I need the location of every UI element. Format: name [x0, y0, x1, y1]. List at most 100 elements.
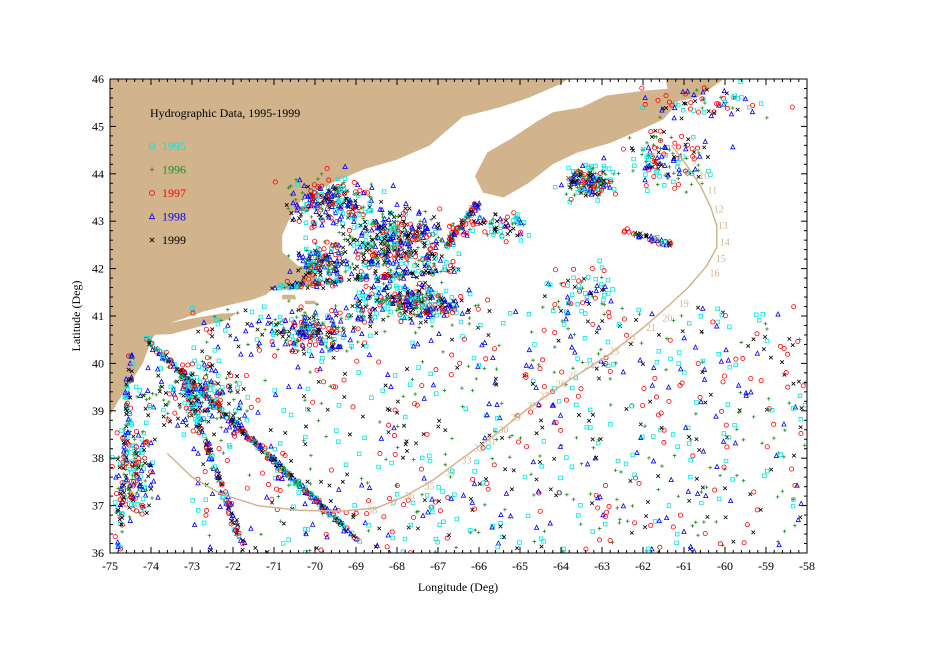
- data-point-1995: [443, 288, 449, 294]
- data-point-1998: [595, 324, 602, 330]
- data-point-1999: [548, 487, 553, 492]
- data-point-1998: [138, 467, 145, 473]
- data-point-1999: [329, 199, 334, 204]
- data-point-1998: [533, 524, 540, 530]
- data-point-1995: [140, 496, 146, 502]
- data-point-1996: [232, 397, 236, 402]
- data-point-1997: [409, 237, 415, 243]
- data-point-1998: [352, 203, 359, 209]
- data-point-1998: [406, 303, 413, 309]
- data-point-1996: [470, 388, 475, 393]
- data-point-1997: [588, 185, 594, 191]
- data-point-1996: [348, 235, 353, 239]
- data-point-1997: [515, 439, 521, 445]
- data-point-1997: [675, 144, 681, 150]
- data-point-1995: [334, 428, 339, 433]
- data-point-1998: [142, 492, 149, 498]
- data-point-1995: [380, 388, 385, 393]
- data-point-1998: [353, 293, 359, 300]
- data-point-1995: [570, 385, 575, 391]
- data-point-1997: [406, 253, 412, 259]
- data-point-1998: [366, 351, 373, 358]
- data-point-1996: [735, 427, 739, 432]
- data-point-1995: [606, 166, 612, 171]
- data-point-1996: [369, 182, 374, 186]
- data-point-1999: [163, 402, 168, 407]
- data-point-1995: [586, 189, 591, 194]
- data-point-1996: [619, 470, 623, 474]
- data-point-1998: [378, 435, 385, 441]
- data-point-1995: [296, 490, 301, 495]
- data-point-1999: [417, 289, 422, 294]
- data-point-1999: [751, 337, 756, 342]
- data-point-1998: [201, 361, 208, 367]
- data-point-1995: [671, 179, 676, 185]
- data-point-1996: [303, 261, 307, 265]
- data-point-1995: [501, 320, 506, 326]
- data-point-1998: [661, 143, 668, 150]
- data-point-1998: [433, 237, 439, 244]
- data-point-1996: [415, 305, 419, 310]
- data-point-1997: [120, 435, 126, 441]
- data-point-1995: [688, 474, 693, 480]
- data-point-1998: [422, 224, 429, 230]
- data-point-1995: [337, 188, 343, 193]
- data-point-1998: [369, 184, 375, 190]
- data-point-1996: [382, 248, 387, 253]
- data-point-1997: [445, 495, 451, 501]
- data-point-1998: [403, 265, 410, 272]
- data-point-1998: [649, 382, 656, 388]
- data-point-1998: [308, 352, 315, 358]
- data-point-1999: [596, 376, 602, 381]
- data-point-1996: [420, 222, 425, 227]
- data-point-1996: [429, 268, 434, 272]
- data-point-1998: [312, 495, 319, 501]
- data-point-1996: [594, 185, 598, 190]
- data-point-1998: [300, 331, 307, 337]
- data-point-1997: [379, 230, 385, 236]
- data-point-1995: [440, 489, 445, 494]
- data-point-1999: [769, 467, 774, 472]
- data-point-1999: [594, 330, 599, 335]
- data-point-1995: [725, 402, 731, 407]
- data-point-1999: [243, 308, 248, 313]
- data-point-1995: [610, 169, 616, 175]
- data-point-1996: [655, 182, 660, 187]
- data-point-1998: [593, 287, 600, 294]
- data-point-1996: [564, 192, 569, 196]
- data-point-1995: [643, 172, 648, 177]
- data-point-1995: [374, 311, 379, 316]
- data-point-1997: [458, 294, 464, 300]
- data-point-1997: [590, 321, 596, 327]
- data-point-1997: [311, 182, 317, 188]
- data-point-1998: [424, 252, 430, 258]
- data-point-1996: [531, 358, 535, 362]
- data-point-1996: [379, 299, 383, 304]
- data-point-1997: [392, 255, 398, 261]
- data-point-1995: [668, 356, 673, 362]
- data-point-1996: [593, 177, 598, 181]
- data-point-1997: [386, 422, 392, 428]
- data-point-1995: [419, 303, 425, 308]
- data-point-1998: [370, 283, 377, 289]
- data-point-1998: [384, 256, 391, 262]
- data-point-1998: [387, 277, 393, 283]
- data-point-1996: [603, 172, 608, 177]
- data-point-1998: [701, 366, 708, 372]
- points-layer: [110, 79, 807, 553]
- data-point-1998: [204, 406, 211, 413]
- data-point-1997: [764, 444, 770, 450]
- data-point-1999: [245, 321, 250, 326]
- data-point-1995: [449, 295, 455, 300]
- data-point-1995: [133, 384, 139, 390]
- data-point-1997: [377, 451, 383, 457]
- data-point-1997: [379, 252, 385, 258]
- x-tick-label: -73: [184, 559, 200, 573]
- data-point-1999: [196, 329, 201, 334]
- data-point-1996: [178, 391, 182, 396]
- data-point-1995: [112, 500, 118, 505]
- data-point-1995: [472, 469, 477, 474]
- data-point-1998: [359, 288, 366, 295]
- data-point-1997: [504, 214, 510, 220]
- data-point-1997: [363, 283, 369, 289]
